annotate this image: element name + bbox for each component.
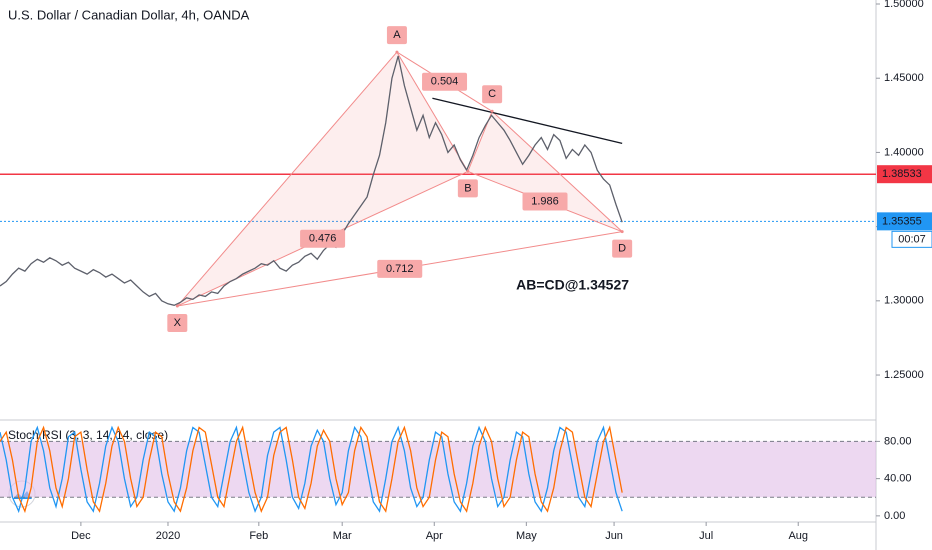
y-tick-label: 1.50000 xyxy=(884,0,924,10)
x-tick-label: Dec xyxy=(71,530,91,542)
pattern-point-box xyxy=(386,26,407,45)
y-tick-label: 1.45000 xyxy=(884,72,924,84)
pattern-point-box xyxy=(457,179,478,198)
pattern-point xyxy=(466,169,470,173)
price-level-label-box xyxy=(877,212,932,231)
pattern-ratio: 0.476 xyxy=(309,233,337,245)
pattern-point-box xyxy=(167,314,188,333)
pattern-point xyxy=(395,50,399,54)
series-line xyxy=(0,55,623,306)
countdown: 00:07 xyxy=(898,233,926,245)
pattern-point xyxy=(175,304,179,308)
x-tick-label: Apr xyxy=(426,530,443,542)
x-tick-label: Aug xyxy=(788,530,808,542)
annotation: AB=CD@1.34527 xyxy=(516,276,629,292)
pattern-point-label: C xyxy=(488,88,496,100)
pattern-point-label: B xyxy=(464,182,471,194)
pattern-ratio-box xyxy=(422,72,468,91)
pattern-ratio-box xyxy=(300,229,346,248)
chart-title: U.S. Dollar / Canadian Dollar, 4h, OANDA xyxy=(8,7,250,22)
pattern-ratio: 0.712 xyxy=(386,263,414,275)
y-tick-label: 1.30000 xyxy=(884,295,924,307)
pattern-point-label: X xyxy=(174,317,182,329)
pattern-point xyxy=(620,230,624,234)
x-tick-label: Jul xyxy=(699,530,713,542)
pattern-ratio: 0.504 xyxy=(431,76,459,88)
pattern-ratio-box xyxy=(522,192,568,211)
x-tick-label: Feb xyxy=(249,530,268,542)
y-tick-label: 40.00 xyxy=(884,473,912,485)
indicator-title: Stoch RSI (3, 3, 14, 14, close) xyxy=(8,428,168,442)
price-level-label: 1.38533 xyxy=(882,168,922,180)
pattern-point-label: A xyxy=(393,29,401,41)
countdown-box xyxy=(891,230,932,248)
pattern-point-box xyxy=(482,85,503,104)
pattern-fill xyxy=(467,111,623,232)
pattern-ratio-box xyxy=(377,259,423,278)
price-level-label-box xyxy=(877,165,932,184)
series-line xyxy=(0,425,623,514)
x-tick-label: May xyxy=(516,530,537,542)
pattern-leg xyxy=(491,110,623,233)
pattern-fill xyxy=(177,52,468,307)
pattern-ratio: 1.986 xyxy=(531,195,559,207)
trendline xyxy=(432,97,623,144)
pattern-point-box xyxy=(612,239,633,258)
series-line xyxy=(0,425,623,514)
pattern-point xyxy=(490,109,494,113)
pattern-leg xyxy=(396,51,469,172)
x-tick-label: Mar xyxy=(333,530,352,542)
y-tick-label: 1.40000 xyxy=(884,146,924,158)
y-tick-label: 1.25000 xyxy=(884,369,924,381)
price-level-label: 1.35355 xyxy=(882,215,922,227)
x-tick-label: 2020 xyxy=(156,530,180,542)
pattern-leg xyxy=(176,51,398,307)
y-tick-label: 80.00 xyxy=(884,435,912,447)
pattern-point-label: D xyxy=(618,243,626,255)
y-tick-label: 0.00 xyxy=(884,510,905,522)
x-tick-label: Jun xyxy=(605,530,623,542)
